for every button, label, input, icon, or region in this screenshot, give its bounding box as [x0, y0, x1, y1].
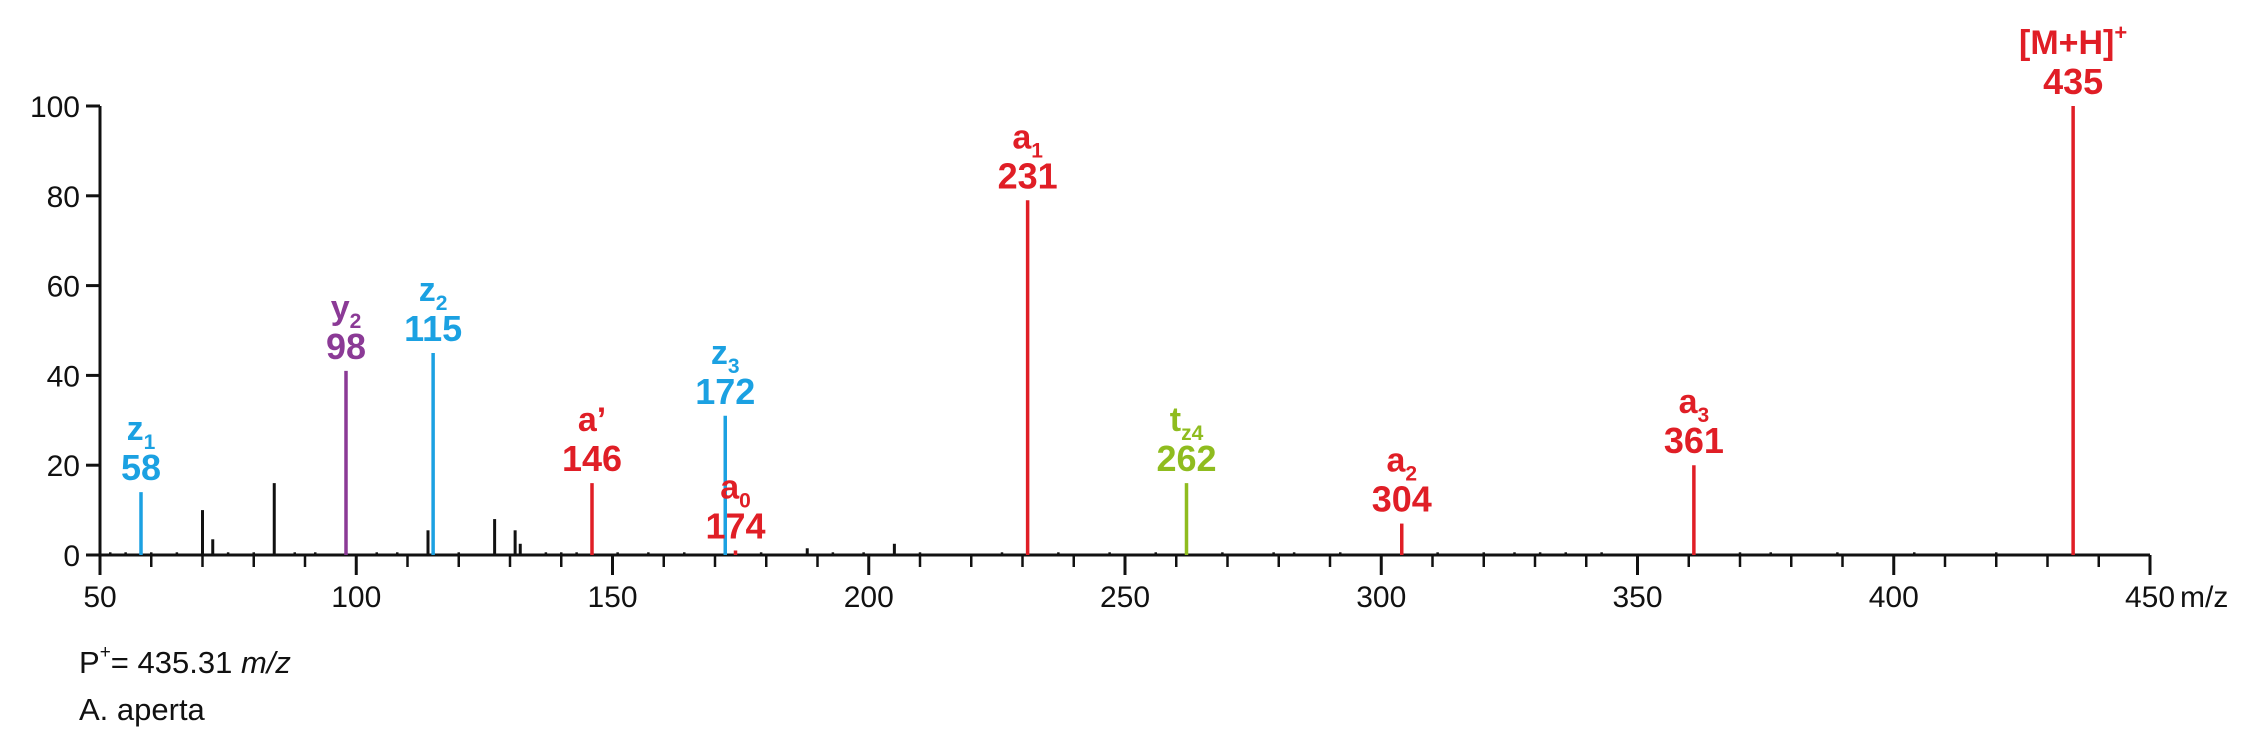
ion-subscript: 0 [739, 490, 751, 513]
ion-subscript: 2 [1405, 463, 1417, 486]
y-tick-label: 60 [47, 271, 80, 304]
ion-subscript: 2 [436, 292, 448, 315]
precursor-prefix: P [79, 645, 100, 680]
peak-mz-label: 98 [326, 326, 366, 367]
y-tick-label: 40 [47, 360, 80, 393]
x-tick-label: 50 [83, 581, 116, 614]
peak-mz-label: 231 [998, 155, 1058, 196]
precursor-value: = 435.31 [110, 645, 233, 680]
ion-subscript: 3 [1697, 404, 1709, 427]
precursor-sup: + [99, 642, 111, 663]
peak-mz-label: 174 [705, 506, 765, 547]
peak-ion-label: z2 [419, 271, 448, 315]
peak-ion-label: a’ [578, 401, 606, 439]
peak-mz-label: 115 [404, 308, 462, 349]
y-tick-label: 0 [63, 540, 80, 573]
ion-subscript: z4 [1181, 422, 1204, 445]
ion-name: a [1012, 118, 1032, 156]
y-tick-label: 100 [30, 91, 80, 124]
x-tick-label: 200 [844, 581, 894, 614]
peak-mz-label: 435 [2043, 61, 2103, 102]
x-tick-label: 400 [1869, 581, 1919, 614]
ion-name: a’ [578, 401, 606, 439]
peak-mz-label: 146 [562, 438, 622, 479]
ion-superscript: + [2114, 20, 2127, 45]
peak-ion-label: z1 [127, 410, 156, 454]
ion-subscript: 2 [350, 310, 362, 333]
peak-ion-label: y2 [331, 289, 362, 333]
ion-name: z [419, 271, 436, 309]
ion-name: a [1386, 442, 1406, 480]
peak-ion-label: a3 [1679, 383, 1710, 427]
ion-subscript: 3 [728, 355, 740, 378]
x-tick-label: 350 [1612, 581, 1662, 614]
x-tick-label: 150 [587, 581, 637, 614]
peak-mz-label: 304 [1372, 479, 1432, 520]
x-tick-label: 450 [2125, 581, 2175, 614]
species-note: A. aperta [79, 692, 205, 727]
ion-name: [M+H] [2019, 24, 2114, 62]
peak-ion-label: a2 [1386, 442, 1417, 486]
peak-ion-label: [M+H]+ [2019, 20, 2127, 62]
x-tick-label: 300 [1356, 581, 1406, 614]
peak-mz-label: 172 [695, 371, 755, 412]
ion-subscript: 1 [1031, 139, 1043, 162]
ion-name: t [1170, 401, 1181, 439]
x-tick-label: 100 [331, 581, 381, 614]
ion-name: z [127, 410, 144, 448]
peak-ion-label: z3 [711, 334, 740, 378]
peak-ion-label: a0 [720, 469, 751, 513]
precursor-note: P+= 435.31 m/z [79, 642, 291, 681]
y-tick-label: 20 [47, 450, 80, 483]
peaks [109, 106, 2075, 555]
peak-mz-label: 58 [121, 447, 161, 488]
peak-ion-label: tz4 [1170, 401, 1204, 445]
ion-subscript: 1 [144, 431, 156, 454]
ion-name: z [711, 334, 728, 372]
ion-name: y [331, 289, 350, 327]
x-tick-label: 250 [1100, 581, 1150, 614]
ion-name: a [1679, 383, 1699, 421]
ion-name: a [720, 469, 740, 507]
peak-mz-label: 361 [1664, 420, 1724, 461]
precursor-unit: m/z [240, 645, 291, 680]
x-unit-label: m/z [2180, 581, 2228, 614]
peak-ion-label: a1 [1012, 118, 1043, 162]
y-tick-label: 80 [47, 181, 80, 214]
peak-mz-label: 262 [1156, 438, 1216, 479]
